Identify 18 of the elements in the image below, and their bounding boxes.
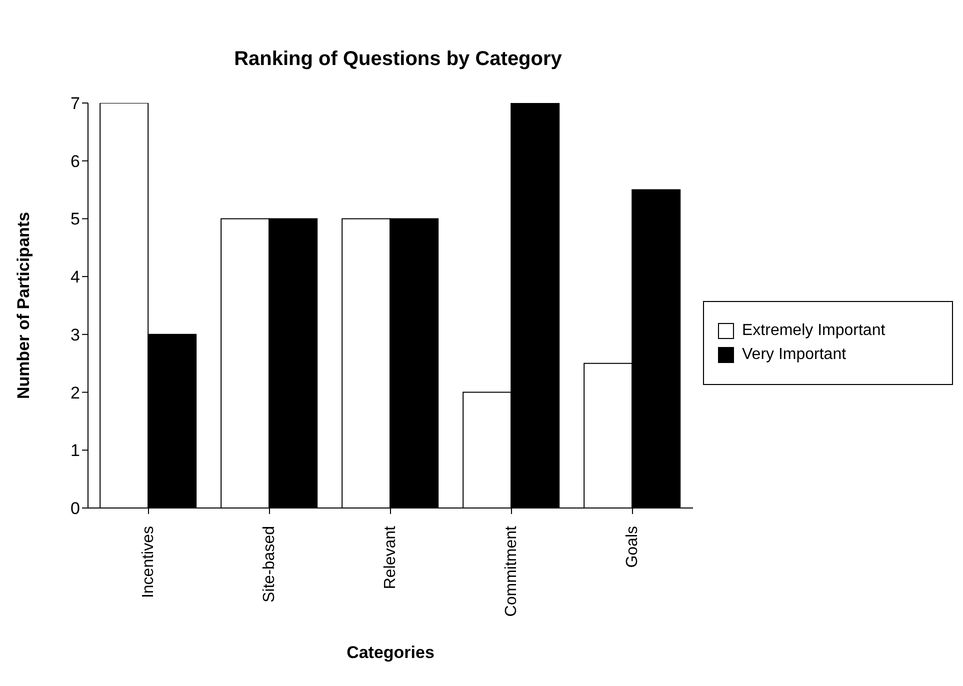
y-tick-label: 4 xyxy=(70,268,80,287)
x-tick-label: Site-based xyxy=(261,526,278,602)
x-tick-label: Commitment xyxy=(503,525,520,617)
x-tick-label: Goals xyxy=(624,526,641,568)
y-tick-label: 2 xyxy=(70,383,80,402)
y-axis-title: Number of Participants xyxy=(14,212,34,400)
y-tick-label: 7 xyxy=(70,94,80,114)
y-tick-label: 3 xyxy=(70,325,80,344)
legend-label: Extremely Important xyxy=(742,322,886,340)
y-tick-label: 6 xyxy=(70,152,80,171)
y-tick-label: 0 xyxy=(70,499,80,518)
y-tick-label: 5 xyxy=(70,210,80,229)
x-tick-label: Incentives xyxy=(140,526,157,598)
x-axis-title: Categories xyxy=(346,643,434,662)
x-tick-label: Relevant xyxy=(382,525,399,590)
legend-label: Very Important xyxy=(742,346,846,364)
chart-title: Ranking of Questions by Category xyxy=(233,48,563,71)
y-tick-label: 1 xyxy=(70,441,80,460)
